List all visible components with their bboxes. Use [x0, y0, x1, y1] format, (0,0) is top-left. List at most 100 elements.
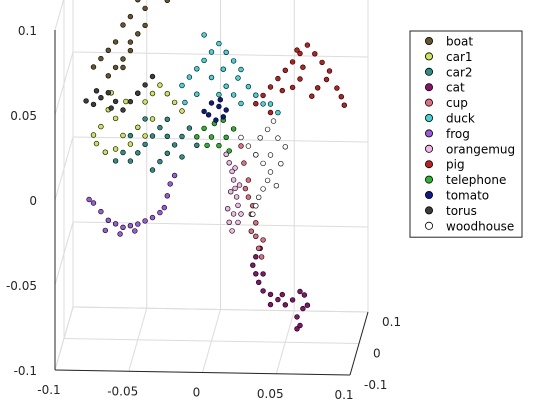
z-tick-label: 0.05 — [10, 109, 37, 123]
data-point-boat — [135, 0, 141, 3]
data-point-frog — [105, 217, 112, 224]
data-point-woodhouse — [275, 135, 281, 141]
data-point-telephone — [216, 142, 222, 149]
data-point-cat — [297, 322, 303, 329]
data-point-orangemug — [232, 165, 238, 171]
data-point-duck — [179, 82, 185, 89]
data-point-duck — [238, 66, 244, 73]
data-point-duck — [201, 32, 207, 38]
data-point-frog — [171, 172, 178, 179]
data-point-cat — [260, 288, 266, 294]
data-point-woodhouse — [257, 135, 263, 141]
x-axis-line — [54, 369, 351, 376]
data-point-cup — [258, 254, 265, 260]
data-point-frog — [98, 208, 104, 215]
data-point-duck — [253, 92, 259, 98]
data-point-duck — [245, 83, 252, 90]
axis-tick-labels: -0.1 -0.05 0 0.05 0.1 -0.1 0 0.1 -0.1 -0.05 0 0.05 0… — [6, 24, 401, 402]
data-point-tomato — [205, 112, 212, 118]
data-point-telephone — [201, 125, 207, 132]
data-point-cat — [297, 288, 303, 295]
data-point-cat — [256, 279, 262, 285]
data-point-car1 — [127, 141, 134, 147]
data-point-pig — [253, 100, 259, 107]
legend-label-telephone: telephone — [446, 173, 506, 187]
data-point-woodhouse — [273, 183, 280, 189]
data-point-pig — [267, 109, 274, 116]
legend-label-car1: car1 — [446, 50, 473, 64]
legend-label-cup: cup — [446, 96, 468, 110]
data-point-car2 — [142, 141, 148, 148]
data-point-boat — [112, 39, 119, 45]
data-point-boat — [142, 5, 148, 12]
data-point-telephone — [194, 134, 200, 140]
data-point-cat — [250, 262, 256, 268]
gridline-floor — [54, 306, 74, 371]
data-point-frog — [142, 218, 148, 224]
data-point-orangemug — [230, 177, 237, 183]
data-point-torus — [105, 89, 112, 96]
data-point-orangemug — [226, 219, 232, 226]
legend-label-torus: torus — [446, 204, 477, 218]
data-point-telephone — [204, 142, 210, 149]
legend-label-duck: duck — [446, 112, 475, 126]
data-point-orangemug — [228, 189, 234, 195]
data-point-car1 — [123, 98, 129, 105]
data-point-woodhouse — [256, 194, 262, 201]
data-point-pig — [326, 68, 333, 74]
data-point-pig — [275, 75, 281, 82]
data-point-pig — [260, 92, 266, 99]
data-point-orangemug — [232, 185, 238, 192]
data-point-duck — [208, 74, 215, 81]
data-points — [83, 0, 347, 332]
z-tick-label: -0.05 — [6, 279, 37, 293]
data-point-boat — [127, 39, 134, 45]
legend-marker-duck — [424, 114, 433, 123]
data-point-car2 — [186, 125, 193, 131]
x-tick-label: -0.1 — [37, 383, 60, 397]
data-point-cat — [267, 301, 274, 308]
data-point-woodhouse — [253, 203, 259, 209]
data-point-car2 — [149, 167, 156, 173]
data-point-car2 — [120, 149, 126, 156]
data-point-car2 — [149, 133, 156, 139]
data-point-car1 — [93, 140, 100, 147]
data-point-orangemug — [235, 219, 241, 226]
gridline-floor — [63, 338, 360, 344]
data-point-boat — [120, 22, 126, 28]
data-point-woodhouse — [260, 186, 266, 192]
data-point-duck — [216, 91, 222, 98]
data-point-cat — [260, 271, 266, 277]
data-point-frog — [161, 204, 168, 211]
data-point-car1 — [142, 133, 148, 139]
data-point-duck — [194, 66, 200, 72]
gridline-left-wall — [54, 0, 65, 31]
data-point-car1 — [120, 132, 126, 139]
data-point-car2 — [157, 124, 163, 131]
legend-marker-tomato — [424, 190, 433, 199]
legend-marker-car1 — [424, 52, 433, 61]
data-point-duck — [238, 100, 244, 107]
data-point-car2 — [179, 154, 185, 160]
data-point-cat — [253, 271, 259, 277]
data-point-car2 — [142, 116, 148, 122]
data-point-duck — [186, 74, 193, 80]
data-point-car1 — [179, 108, 185, 114]
data-point-tomato — [208, 100, 215, 106]
data-point-pig — [304, 42, 311, 48]
data-point-pig — [267, 84, 274, 90]
x-tick-label: -0.05 — [107, 384, 138, 398]
data-point-car2 — [127, 132, 134, 139]
data-point-car1 — [142, 99, 148, 105]
legend-label-woodhouse: woodhouse — [446, 219, 514, 233]
legend-marker-boat — [424, 37, 433, 46]
data-point-woodhouse — [264, 126, 271, 133]
data-point-orangemug — [223, 151, 229, 158]
data-point-duck — [208, 49, 215, 55]
data-point-cup — [256, 245, 262, 252]
data-point-torus — [135, 90, 141, 96]
data-point-boat — [90, 64, 97, 70]
data-point-woodhouse — [267, 169, 274, 175]
data-point-duck — [267, 101, 274, 107]
